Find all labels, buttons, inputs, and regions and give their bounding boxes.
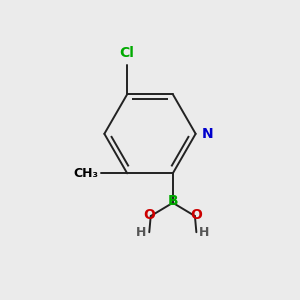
Text: Cl: Cl — [120, 46, 135, 60]
Text: O: O — [190, 208, 202, 222]
Text: H: H — [136, 226, 146, 239]
Text: H: H — [199, 226, 210, 239]
Text: N: N — [202, 127, 214, 141]
Text: CH₃: CH₃ — [73, 167, 98, 180]
Text: B: B — [167, 194, 178, 208]
Text: O: O — [143, 208, 155, 222]
